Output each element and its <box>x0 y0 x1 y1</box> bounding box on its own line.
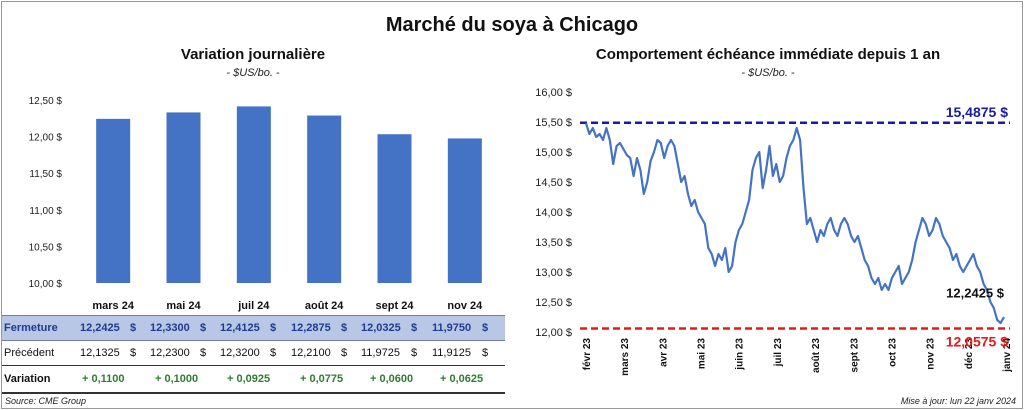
y-tick-label: 14,50 $ <box>535 177 572 189</box>
y-tick-label: 12,50 $ <box>535 297 572 309</box>
table-cell: 12,0325 <box>361 322 401 334</box>
bar <box>447 138 482 283</box>
y-tick-label: 12,00 $ <box>535 327 572 339</box>
table-cell: 12,2875 <box>291 322 331 334</box>
table-cell: + 0,0600 <box>370 373 414 385</box>
row-divider <box>2 392 505 394</box>
left-chart-unit: - $US/bo. - <box>226 67 280 79</box>
y-tick-label: 14,00 $ <box>535 207 572 219</box>
table-cell: 11,9125 <box>432 347 471 359</box>
updated-note: Mise à jour: lun 22 janv 2024 <box>900 396 1016 406</box>
row-label: Variation <box>4 373 51 385</box>
table-cell: 12,4125 <box>220 322 260 334</box>
y-tick-label: 11,50 $ <box>29 169 62 180</box>
bar <box>377 134 412 283</box>
table-cell: 11,9750 <box>432 322 472 334</box>
bar <box>236 106 271 283</box>
x-tick-label: déc 23 <box>964 338 975 370</box>
x-tick-label: juin 23 <box>735 338 746 371</box>
row-variation: Variation + 0,1100 + 0,1000 + 0,0925 + 0… <box>2 367 505 391</box>
currency-symbol: $ <box>341 347 348 359</box>
currency-symbol: $ <box>411 347 418 359</box>
currency-symbol: $ <box>200 347 207 359</box>
x-tick-label: févr 23 <box>582 338 593 371</box>
table-cell: + 0,0775 <box>300 373 344 385</box>
last-value-label: 12,2425 $ <box>946 285 1005 300</box>
bar <box>307 115 342 284</box>
x-tick-label: avr 23 <box>658 338 669 367</box>
y-tick-label: 12,50 $ <box>29 96 63 107</box>
bar <box>96 118 131 283</box>
y-tick-label: 16,00 $ <box>535 87 572 99</box>
x-tick-label: juil 23 <box>773 338 784 368</box>
page-title: Marché du soya à Chicago <box>385 14 639 36</box>
table-cell: 12,3200 <box>220 347 260 359</box>
y-tick-label: 15,50 $ <box>535 117 572 129</box>
high-value-label: 15,4875 $ <box>946 104 1008 120</box>
y-tick-label: 13,50 $ <box>535 237 572 249</box>
x-tick-label: oct 23 <box>887 338 898 367</box>
left-chart-title: Variation journalière <box>180 46 326 63</box>
y-tick-label: 11,00 $ <box>29 206 62 217</box>
y-tick-label: 10,50 $ <box>29 242 63 253</box>
x-tick-label: sept 24 <box>376 300 415 312</box>
currency-symbol: $ <box>411 322 418 334</box>
x-tick-label: janv 24 <box>1002 338 1013 373</box>
x-tick-label: mai 23 <box>697 338 708 370</box>
currency-symbol: $ <box>270 322 277 334</box>
x-tick-label: mars 23 <box>620 338 631 376</box>
currency-symbol: $ <box>482 322 489 334</box>
x-tick-label: mai 24 <box>166 300 201 312</box>
y-tick-label: 12,00 $ <box>29 133 63 144</box>
y-tick-label: 10,00 $ <box>29 279 63 290</box>
line-chart: 12,00 $ 12,50 $ 13,00 $ 13,50 $ 14,00 $ 14,50… <box>535 87 1013 376</box>
currency-symbol: $ <box>341 322 348 334</box>
table-cell: 12,1325 <box>80 347 120 359</box>
table-cell: + 0,1000 <box>155 373 199 385</box>
row-label: Précédent <box>4 347 55 359</box>
table-cell: + 0,1100 <box>82 373 125 385</box>
x-tick-label: août 24 <box>305 300 344 312</box>
currency-symbol: $ <box>130 347 137 359</box>
row-precedent: Précédent 12,1325 $ 12,2300 $ 12,3200 $ … <box>2 341 505 365</box>
low-value-label: 12,0575 $ <box>946 334 1008 350</box>
y-tick-label: 13,00 $ <box>535 267 572 279</box>
row-fermeture: Fermeture 12,2425 $ 12,3300 $ 12,4125 $ … <box>2 315 505 341</box>
price-line <box>584 122 1005 325</box>
currency-symbol: $ <box>270 347 277 359</box>
source-note: Source: CME Group <box>5 396 87 406</box>
table-cell: 12,3300 <box>150 322 190 334</box>
x-tick-label: sept 23 <box>849 338 860 373</box>
row-label: Fermeture <box>4 322 58 334</box>
bar <box>166 112 201 283</box>
currency-symbol: $ <box>482 347 489 359</box>
table-cell: 11,9725 <box>361 347 400 359</box>
y-tick-label: 15,00 $ <box>535 147 572 159</box>
table-cell: 12,2100 <box>291 347 331 359</box>
row-divider <box>2 365 505 366</box>
x-tick-label: août 23 <box>811 338 822 373</box>
currency-symbol: $ <box>130 322 137 334</box>
bar-chart: 10,00 $ 10,50 $ 11,00 $ 11,50 $ 12,00 $ 12,50… <box>29 96 484 312</box>
x-tick-label: juil 24 <box>237 300 270 312</box>
right-chart-title: Comportement échéance immédiate depuis 1… <box>595 46 941 63</box>
table-cell: + 0,0625 <box>440 373 484 385</box>
x-tick-label: nov 23 <box>926 338 937 370</box>
table-cell: 12,2300 <box>150 347 190 359</box>
x-tick-label: nov 24 <box>447 300 483 312</box>
table-cell: 12,2425 <box>80 322 120 334</box>
table-cell: + 0,0925 <box>227 373 271 385</box>
currency-symbol: $ <box>200 322 207 334</box>
x-tick-label: mars 24 <box>92 300 134 312</box>
right-chart-unit: - $US/bo. - <box>741 67 795 79</box>
